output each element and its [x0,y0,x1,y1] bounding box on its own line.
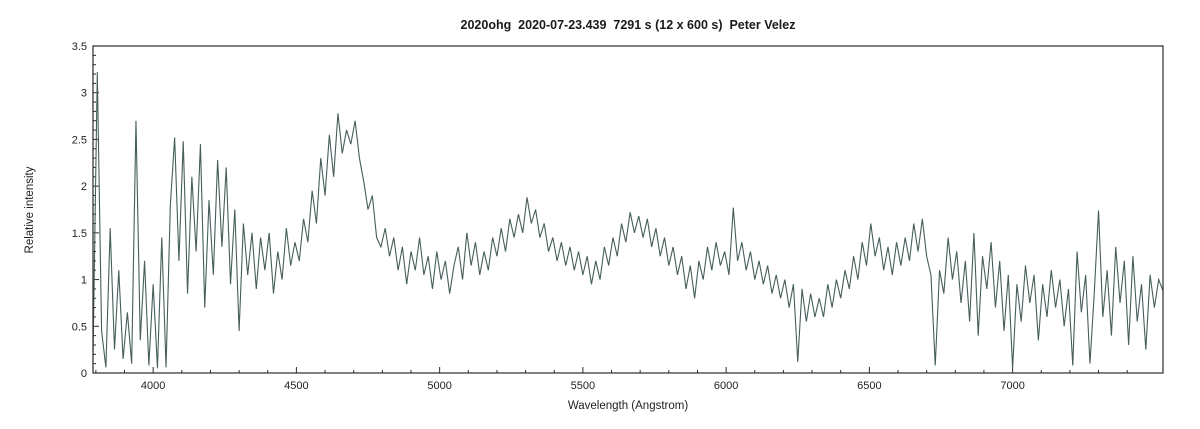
plot-border [92,45,1164,374]
y-tick-label: 2.5 [72,134,87,146]
spectrum-line [92,72,1164,369]
x-tick-label: 5000 [427,380,451,392]
y-tick-label: 2 [81,181,87,193]
x-tick-label: 6000 [714,380,738,392]
y-tick-label: 1 [81,275,87,287]
y-tick-label: 1.5 [72,228,87,240]
x-tick-label: 5500 [571,380,595,392]
y-axis-label: Relative intensity [24,166,36,253]
y-tick-label: 0 [81,368,87,380]
y-tick-label: 3 [81,88,87,100]
axis-ticks [93,45,1128,374]
x-axis-label: Wavelength (Angstrom) [568,400,689,412]
spectrum-series [92,72,1164,369]
chart-title: 2020ohg 2020-07-23.439 7291 s (12 x 600 … [461,18,796,32]
y-tick-label: 0.5 [72,321,87,333]
x-tick-label: 7000 [1000,380,1024,392]
tick-labels: 4000 4500 5000 5500 6000 6500 7000 0 0.5 1 1.5 2 2.5… [72,41,1025,392]
x-tick-label: 4000 [141,380,165,392]
x-tick-label: 4500 [284,380,308,392]
y-tick-label: 3.5 [72,41,87,53]
x-tick-label: 6500 [857,380,881,392]
